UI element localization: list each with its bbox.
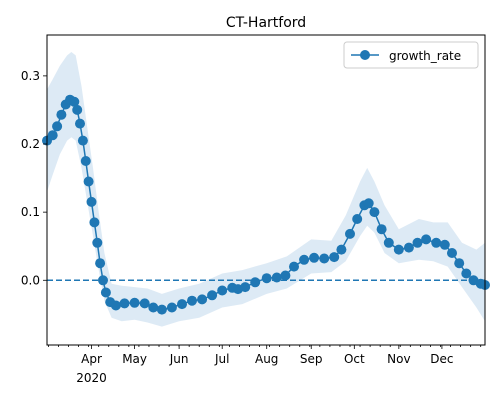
growth-rate-point bbox=[352, 214, 363, 224]
growth-rate-point bbox=[431, 237, 442, 248]
growth-rate-point bbox=[454, 258, 465, 269]
plot-frame bbox=[46, 34, 486, 346]
growth-rate-point bbox=[207, 290, 218, 301]
x-tick-label: Jun bbox=[169, 352, 189, 366]
growth-rate-point bbox=[77, 135, 88, 146]
growth-rate-point bbox=[240, 282, 251, 293]
growth-rate-point bbox=[69, 96, 80, 107]
growth-rate-point bbox=[156, 304, 167, 315]
growth-rate-point bbox=[393, 244, 404, 255]
legend-box bbox=[343, 41, 479, 69]
growth-rate-point bbox=[119, 298, 130, 309]
growth-rate-point bbox=[250, 277, 261, 288]
growth-rate-point bbox=[56, 109, 67, 120]
growth-rate-point bbox=[187, 295, 197, 306]
growth-rate-point bbox=[100, 287, 111, 298]
confidence-band bbox=[47, 52, 485, 327]
growth-rate-point bbox=[52, 121, 63, 132]
x-tick-label: Oct bbox=[344, 352, 365, 366]
growth-rate-point bbox=[177, 299, 187, 310]
x-tick-label: Aug bbox=[255, 352, 278, 366]
x-tick-label: May bbox=[122, 352, 147, 366]
y-tick-label: 0.2 bbox=[21, 137, 40, 151]
x-axis: Apr 2020 May Jun Jul Aug Sep Oct Nov Dec bbox=[48, 345, 482, 385]
growth-rate-point bbox=[309, 252, 320, 263]
x-tick-label: Apr bbox=[81, 352, 102, 366]
growth-rate-point bbox=[129, 297, 140, 308]
series-layer bbox=[42, 94, 490, 315]
growth-rate-point bbox=[363, 198, 374, 209]
growth-rate-point bbox=[83, 176, 94, 187]
legend-marker-swatch bbox=[360, 50, 370, 60]
x-tick-label: Dec bbox=[430, 352, 453, 366]
x-tick-label: Sep bbox=[300, 352, 323, 366]
growth-rate-point bbox=[72, 104, 83, 115]
growth-rate-point bbox=[217, 285, 228, 296]
x-tick-label: Jul bbox=[214, 352, 229, 366]
growth-rate-point bbox=[139, 298, 150, 309]
growth-rate-point bbox=[47, 130, 58, 141]
growth-rate-point bbox=[197, 294, 208, 305]
growth-rate-point bbox=[329, 252, 340, 263]
growth-rate-point bbox=[92, 237, 103, 248]
y-tick-label: 0.3 bbox=[21, 69, 40, 83]
confidence-band-layer bbox=[47, 52, 485, 327]
legend-entry-label: growth_rate bbox=[389, 49, 461, 63]
growth-rate-point bbox=[261, 273, 272, 284]
growth-rate-point bbox=[80, 156, 91, 166]
growth-rate-point bbox=[319, 253, 330, 264]
growth-rate-point bbox=[280, 270, 291, 281]
growth-rate-point bbox=[110, 300, 121, 311]
growth-rate-point bbox=[271, 272, 282, 283]
growth-rate-point bbox=[89, 217, 100, 228]
growth-rate-point bbox=[86, 196, 97, 207]
growth-rate-point bbox=[166, 302, 177, 313]
chart-title: CT-Hartford bbox=[226, 15, 306, 31]
growth-rate-point bbox=[447, 248, 457, 258]
y-tick-label: 0.1 bbox=[21, 205, 40, 219]
growth-rate-point bbox=[299, 254, 310, 265]
growth-rate-point bbox=[383, 237, 394, 248]
x-tick-label: Nov bbox=[387, 352, 410, 366]
legend: growth_rate bbox=[343, 41, 479, 69]
growth-rate-point bbox=[75, 118, 85, 129]
y-tick-label: 0.0 bbox=[21, 273, 40, 287]
growth-rate-point bbox=[98, 275, 108, 286]
growth-rate-point bbox=[461, 268, 472, 279]
growth-rate-point bbox=[289, 261, 299, 272]
growth-rate-point bbox=[403, 242, 414, 253]
y-axis: 0.3 0.2 0.1 0.0 bbox=[21, 69, 47, 287]
growth-rate-point bbox=[369, 207, 380, 218]
growth-rate-point bbox=[336, 244, 347, 255]
growth-rate-point bbox=[345, 228, 355, 239]
x-tick-sublabel: 2020 bbox=[76, 371, 107, 385]
growth-rate-point bbox=[421, 234, 432, 245]
growth-rate-point bbox=[439, 239, 450, 250]
growth-rate-point bbox=[148, 302, 159, 313]
growth-rate-point bbox=[95, 258, 106, 269]
growth-rate-point bbox=[412, 237, 423, 248]
growth-rate-point bbox=[376, 224, 387, 235]
